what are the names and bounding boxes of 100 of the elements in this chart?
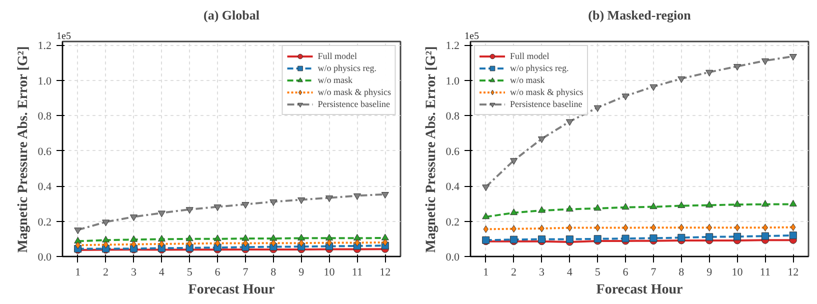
point (650, 202, 658, 210)
chart-title: (b) Masked-region (588, 8, 692, 22)
point (242, 234, 250, 241)
x-tick-label: 9 (298, 266, 305, 278)
point (102, 220, 110, 226)
point (326, 234, 334, 240)
x-axis-title: Forecast Hour (188, 282, 275, 298)
x-tick-label: 1 (483, 266, 489, 278)
point (158, 234, 166, 242)
x-tick-label: 8 (678, 266, 685, 278)
x-tick-label: 11 (352, 266, 362, 278)
point (510, 208, 518, 216)
legend-label: w/o mask (510, 74, 545, 86)
point (538, 235, 546, 243)
point (353, 234, 361, 240)
x-axis-title: Forecast Hour (596, 282, 683, 298)
point (242, 240, 248, 248)
point (130, 214, 138, 222)
x-tick-label: 10 (324, 266, 336, 278)
point (381, 192, 389, 199)
point (622, 203, 630, 210)
point (622, 224, 628, 232)
legend-label: Persistence baseline (510, 98, 582, 110)
y-tick-label: 0.8 (446, 110, 460, 123)
y-tick-label: 1.2 (38, 40, 52, 52)
legend-label: w/o physics reg. (318, 62, 376, 74)
y-tick-label: 1.0 (38, 75, 52, 88)
x-tick-label: 10 (732, 266, 744, 278)
x-tick-label: 7 (650, 266, 657, 278)
point (102, 236, 110, 242)
y-axis-title: Magnetic Pressure Abs. Error [G²] (16, 46, 31, 253)
legend-label: Full model (318, 50, 358, 62)
point (381, 234, 389, 240)
point (678, 76, 686, 83)
point (761, 200, 769, 207)
point (298, 234, 306, 240)
x-tick-label: 4 (158, 266, 165, 278)
point (538, 136, 546, 144)
point (186, 234, 194, 242)
x-tick-label: 12 (380, 266, 391, 278)
point (482, 212, 490, 220)
point (186, 207, 194, 214)
point (650, 224, 656, 232)
x-tick-label: 3 (130, 266, 137, 278)
point (678, 234, 686, 242)
x-tick-label: 4 (566, 266, 573, 278)
x-tick-label: 5 (186, 266, 193, 278)
x-tick-label: 6 (214, 266, 221, 278)
y-tick-label: 1.2 (446, 40, 460, 52)
point (650, 234, 658, 242)
x-tick-label: 2 (511, 266, 517, 278)
x-tick-label: 9 (706, 266, 713, 278)
point (74, 228, 82, 234)
legend-label: w/o mask & physics (318, 86, 391, 98)
point (789, 232, 797, 240)
point (789, 200, 797, 206)
legend-label: Persistence baseline (318, 98, 390, 110)
point (734, 232, 742, 240)
y-tick-label: 0.4 (38, 181, 52, 194)
legend-label: w/o mask & physics (510, 86, 584, 98)
y-tick-label: 0.0 (446, 252, 460, 264)
point (566, 235, 574, 243)
annotation: 1e5 (56, 31, 71, 42)
x-tick-label: 5 (594, 266, 601, 278)
y-tick-label: 0.2 (446, 216, 460, 228)
y-tick-label: 1.0 (446, 75, 460, 88)
y-axis-title: Magnetic Pressure Abs. Error [G²] (424, 46, 439, 253)
y-tick-label: 0.2 (38, 216, 52, 228)
point (594, 105, 602, 112)
point (650, 84, 658, 91)
point (761, 232, 769, 240)
y-tick-label: 0.0 (38, 252, 52, 264)
point (761, 58, 769, 65)
point (214, 204, 222, 212)
point (510, 158, 518, 165)
legend-label: Full model (510, 50, 550, 62)
point (706, 70, 714, 76)
y-tick-label: 0.6 (38, 146, 52, 158)
legend-label: w/o physics reg. (510, 62, 569, 74)
point (353, 193, 361, 200)
point (622, 234, 630, 242)
point (158, 210, 166, 218)
x-tick-label: 11 (760, 266, 770, 278)
point (566, 204, 574, 212)
x-tick-label: 12 (788, 266, 799, 278)
point (734, 64, 742, 71)
y-tick-label: 0.6 (446, 146, 460, 158)
point (326, 196, 334, 202)
point (270, 234, 278, 241)
y-tick-label: 0.4 (446, 181, 460, 194)
point (678, 201, 686, 208)
point (622, 94, 630, 100)
x-tick-label: 3 (538, 266, 545, 278)
x-tick-label: 1 (75, 266, 81, 278)
point (298, 197, 306, 204)
x-tick-label: 2 (103, 266, 109, 278)
point (214, 240, 220, 248)
point (242, 202, 250, 209)
point (706, 200, 714, 208)
legend-label: w/o mask (318, 74, 352, 86)
